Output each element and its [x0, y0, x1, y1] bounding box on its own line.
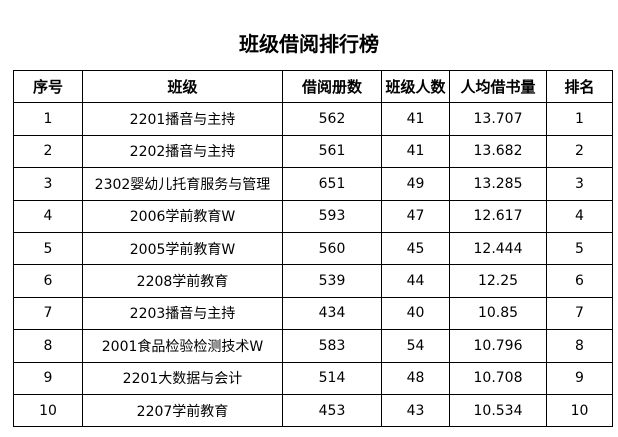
cell-col-rank: 9: [546, 361, 613, 395]
table-row: 10 2207学前教育 453 43 10.534 10: [13, 393, 613, 428]
cell-col-borrowed: 453: [282, 393, 382, 428]
cell-col-class: 2203播音与主持: [82, 296, 283, 331]
cell-col-rank: 7: [546, 296, 613, 331]
ranking-table: 序号 班级 借阅册数 班级人数 人均借书量 排名 1 2201播音与主持 562 41 13.70…: [13, 69, 613, 428]
cell-col-borrowed: 560: [282, 231, 382, 266]
cell-col-borrowed: 514: [282, 361, 382, 395]
cell-col-students: 49: [381, 167, 450, 201]
cell-col-students: 41: [381, 102, 450, 136]
table-row: 9 2201大数据与会计 514 48 10.708 9: [13, 361, 613, 395]
cell-col-students: 43: [381, 393, 450, 428]
cell-col-borrowed: 583: [282, 329, 382, 363]
cell-col-index: 4: [13, 199, 83, 233]
cell-col-class: 2001食品检验检测技术W: [82, 329, 283, 363]
table-row: 4 2006学前教育W 593 47 12.617 4: [13, 199, 613, 233]
cell-col-students: 48: [381, 361, 450, 395]
cell-col-students: 41: [381, 134, 450, 169]
cell-col-index: 8: [13, 329, 83, 363]
cell-col-students: 44: [381, 264, 450, 298]
cell-col-rank: 1: [546, 102, 613, 136]
cell-col-average: 12.25: [449, 264, 547, 298]
cell-col-average: 13.682: [449, 134, 547, 169]
cell-col-borrowed: 593: [282, 199, 382, 233]
cell-col-borrowed: 434: [282, 296, 382, 331]
cell-col-class: 2202播音与主持: [82, 134, 283, 169]
table-row: 2 2202播音与主持 561 41 13.682 2: [13, 134, 613, 169]
table-row: 5 2005学前教育W 560 45 12.444 5: [13, 231, 613, 266]
cell-col-borrowed: 562: [282, 102, 382, 136]
cell-col-borrowed: 539: [282, 264, 382, 298]
table-row: 3 2302婴幼儿托育服务与管理 651 49 13.285 3: [13, 167, 613, 201]
cell-col-average: 13.707: [449, 102, 547, 136]
cell-col-index: 1: [13, 102, 83, 136]
header-col-index: 序号: [13, 69, 83, 104]
cell-col-borrowed: 651: [282, 167, 382, 201]
cell-col-rank: 5: [546, 231, 613, 266]
header-col-class: 班级: [82, 69, 283, 104]
cell-col-rank: 8: [546, 329, 613, 363]
header-col-average: 人均借书量: [449, 69, 547, 104]
cell-col-class: 2005学前教育W: [82, 231, 283, 266]
cell-col-index: 2: [13, 134, 83, 169]
cell-col-average: 12.444: [449, 231, 547, 266]
cell-col-rank: 6: [546, 264, 613, 298]
cell-col-borrowed: 561: [282, 134, 382, 169]
cell-col-class: 2208学前教育: [82, 264, 283, 298]
cell-col-index: 6: [13, 264, 83, 298]
cell-col-index: 10: [13, 393, 83, 428]
cell-col-average: 10.708: [449, 361, 547, 395]
table-row: 1 2201播音与主持 562 41 13.707 1: [13, 102, 613, 136]
cell-col-class: 2201播音与主持: [82, 102, 283, 136]
cell-col-rank: 4: [546, 199, 613, 233]
cell-col-rank: 3: [546, 167, 613, 201]
table-row: 8 2001食品检验检测技术W 583 54 10.796 8: [13, 329, 613, 363]
cell-col-students: 47: [381, 199, 450, 233]
cell-col-students: 54: [381, 329, 450, 363]
header-col-students: 班级人数: [381, 69, 450, 104]
cell-col-index: 7: [13, 296, 83, 331]
cell-col-students: 45: [381, 231, 450, 266]
cell-col-rank: 2: [546, 134, 613, 169]
cell-col-class: 2207学前教育: [82, 393, 283, 428]
cell-col-students: 40: [381, 296, 450, 331]
cell-col-index: 5: [13, 231, 83, 266]
cell-col-class: 2302婴幼儿托育服务与管理: [82, 167, 283, 201]
table-row: 6 2208学前教育 539 44 12.25 6: [13, 264, 613, 298]
cell-col-rank: 10: [546, 393, 613, 428]
cell-col-index: 9: [13, 361, 83, 395]
cell-col-class: 2006学前教育W: [82, 199, 283, 233]
cell-col-average: 10.85: [449, 296, 547, 331]
page-title: 班级借阅排行榜: [239, 32, 379, 56]
cell-col-average: 10.796: [449, 329, 547, 363]
header-col-rank: 排名: [546, 69, 613, 104]
header-row: 序号 班级 借阅册数 班级人数 人均借书量 排名: [13, 69, 613, 104]
cell-col-average: 13.285: [449, 167, 547, 201]
cell-col-index: 3: [13, 167, 83, 201]
cell-col-average: 10.534: [449, 393, 547, 428]
cell-col-average: 12.617: [449, 199, 547, 233]
cell-col-class: 2201大数据与会计: [82, 361, 283, 395]
header-col-borrowed: 借阅册数: [282, 69, 382, 104]
table-row: 7 2203播音与主持 434 40 10.85 7: [13, 296, 613, 331]
